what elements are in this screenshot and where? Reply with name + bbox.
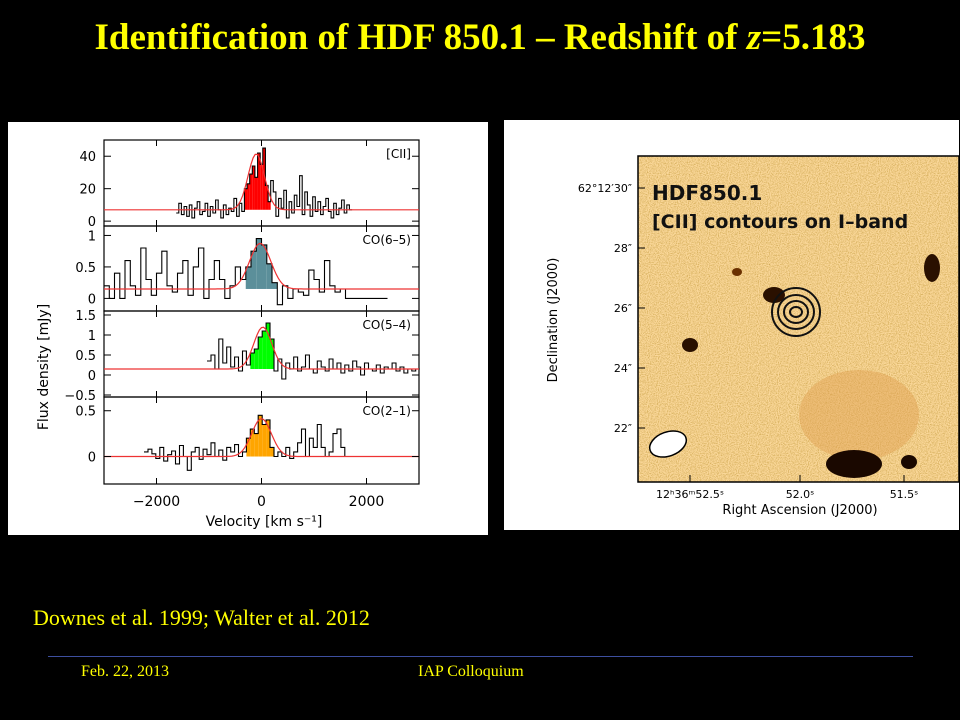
y-tick-label: 1 bbox=[88, 229, 96, 244]
y-tick-label: 0 bbox=[88, 369, 96, 384]
citation: Downes et al. 1999; Walter et al. 2012 bbox=[33, 605, 370, 630]
line-fill-bin bbox=[256, 238, 262, 289]
galaxy-blob bbox=[901, 455, 917, 469]
contour-ring bbox=[783, 300, 809, 324]
line-fill-bin bbox=[261, 244, 267, 289]
spectra-chart: 0 20 40 [CII] 0 0.5 1 CO(6–5) −0.5 0 0.5 1 1.5 CO(5–4… bbox=[36, 139, 420, 530]
x-tick-label: 12ʰ36ᵐ52.5ˢ bbox=[656, 488, 724, 501]
panel-line-name: CO(6–5) bbox=[363, 233, 411, 247]
footer-event: IAP Colloquium bbox=[418, 663, 524, 680]
y-tick-label: 0 bbox=[88, 215, 96, 230]
map-subtitle: [CII] contours on I–band bbox=[652, 211, 908, 233]
line-fill-bin bbox=[258, 415, 263, 457]
line-fill-bin bbox=[246, 438, 251, 457]
y-tick-label: 0.5 bbox=[75, 349, 96, 364]
slide-title: Identification of HDF 850.1 – Redshift o… bbox=[94, 17, 866, 58]
galaxy-blob bbox=[682, 338, 698, 352]
panel-line-name: CO(2–1) bbox=[363, 404, 411, 418]
spectrum-histogram bbox=[207, 322, 420, 380]
line-fill-bin bbox=[251, 251, 257, 289]
spectrum-histogram bbox=[176, 147, 353, 219]
contour-inner bbox=[789, 306, 803, 318]
line-fill-bin bbox=[250, 429, 255, 457]
x-tick-label: 2000 bbox=[349, 494, 385, 510]
y-tick-label: 1 bbox=[88, 329, 96, 344]
y-tick-label: 0.5 bbox=[75, 405, 96, 420]
line-fill-bin bbox=[265, 185, 269, 210]
line-fill-bin bbox=[244, 188, 248, 210]
y-tick-label: 26″ bbox=[614, 302, 632, 315]
beam-ellipse bbox=[648, 430, 688, 458]
line-fill-bin bbox=[252, 165, 255, 210]
line-fill-bin bbox=[266, 263, 272, 289]
spectra-figure: 0 20 40 [CII] 0 0.5 1 CO(6–5) −0.5 0 0.5 1 1.5 CO(5–4… bbox=[8, 122, 488, 535]
spectrum-panel: −0.5 0 0.5 1 1.5 CO(5–4) bbox=[64, 309, 420, 404]
contour-outer bbox=[771, 287, 821, 337]
gaussian-fit bbox=[104, 326, 419, 370]
line-fill-bin bbox=[268, 201, 271, 210]
panel-line-name: [CII] bbox=[386, 147, 411, 161]
galaxy-blob bbox=[799, 370, 919, 460]
line-fill-bin bbox=[257, 152, 261, 210]
y-tick-label: 20 bbox=[79, 183, 96, 198]
footer-date: Feb. 22, 2013 bbox=[81, 663, 169, 680]
line-fill-bin bbox=[254, 433, 259, 457]
panel-line-name: CO(5–4) bbox=[363, 318, 411, 332]
x-axis-label: Velocity [km s⁻¹] bbox=[206, 514, 323, 530]
y-tick-label: 24″ bbox=[614, 362, 632, 375]
y-tick-label: 0.5 bbox=[75, 261, 96, 276]
x-tick-label: −2000 bbox=[133, 494, 180, 510]
line-fill-bin bbox=[250, 353, 255, 369]
line-fill-bin bbox=[262, 424, 267, 457]
line-fill-bin bbox=[260, 164, 263, 210]
x-tick-label: 52.0ˢ bbox=[786, 488, 815, 501]
spectrum-histogram bbox=[104, 238, 388, 306]
galaxy-blob bbox=[732, 268, 742, 276]
line-fill-bin bbox=[266, 419, 271, 457]
line-fill-bin bbox=[258, 337, 263, 369]
map-title: HDF850.1 bbox=[652, 181, 762, 205]
line-fill-bin bbox=[270, 447, 274, 457]
line-fill-bin bbox=[245, 266, 251, 289]
line-fill-bin bbox=[262, 148, 266, 210]
line-fill-bin bbox=[254, 177, 258, 210]
y-tick-label: 22″ bbox=[614, 422, 632, 435]
y-tick-label: 62°12′30″ bbox=[578, 182, 632, 195]
image-figure: HDF850.1 [CII] contours on I–band 62°12′… bbox=[504, 120, 960, 530]
contour-ring bbox=[777, 294, 815, 330]
spectrum-panel: 0 0.5 CO(2–1) bbox=[75, 396, 420, 485]
line-fill-bin bbox=[247, 183, 250, 210]
y-axis-label: Flux density [mJy] bbox=[36, 304, 52, 430]
galaxy-blob bbox=[924, 254, 940, 282]
x-axis-label: Right Ascension (J2000) bbox=[722, 503, 877, 518]
footer-divider bbox=[48, 656, 913, 657]
y-tick-label: 40 bbox=[79, 150, 96, 165]
map-noise bbox=[638, 156, 959, 482]
y-tick-label: −0.5 bbox=[64, 389, 96, 404]
y-axis-label: Declination (J2000) bbox=[546, 258, 561, 383]
gaussian-fit bbox=[104, 242, 419, 290]
contour-map: HDF850.1 [CII] contours on I–band 62°12′… bbox=[546, 155, 960, 518]
line-fill-bin bbox=[254, 349, 259, 369]
x-tick-label: 51.5ˢ bbox=[890, 488, 919, 501]
line-fill-bin bbox=[270, 339, 274, 369]
line-fill-bin bbox=[249, 174, 253, 210]
line-fill-bin bbox=[272, 282, 278, 289]
line-fill-bin bbox=[262, 331, 267, 369]
spectrum-panel: 0 0.5 1 CO(6–5) bbox=[75, 225, 420, 312]
y-tick-label: 0 bbox=[88, 292, 96, 307]
y-tick-label: 1.5 bbox=[75, 309, 96, 324]
galaxy-blob bbox=[826, 450, 882, 478]
gaussian-fit bbox=[104, 417, 419, 458]
line-fill-bin bbox=[266, 323, 271, 369]
galaxy-blob bbox=[763, 287, 785, 303]
gaussian-fit bbox=[104, 153, 419, 211]
y-tick-label: 0 bbox=[88, 451, 96, 466]
x-tick-label: 0 bbox=[257, 494, 266, 510]
y-tick-label: 28″ bbox=[614, 242, 632, 255]
spectrum-panel: 0 20 40 [CII] bbox=[79, 139, 420, 230]
spectrum-histogram bbox=[144, 414, 349, 471]
